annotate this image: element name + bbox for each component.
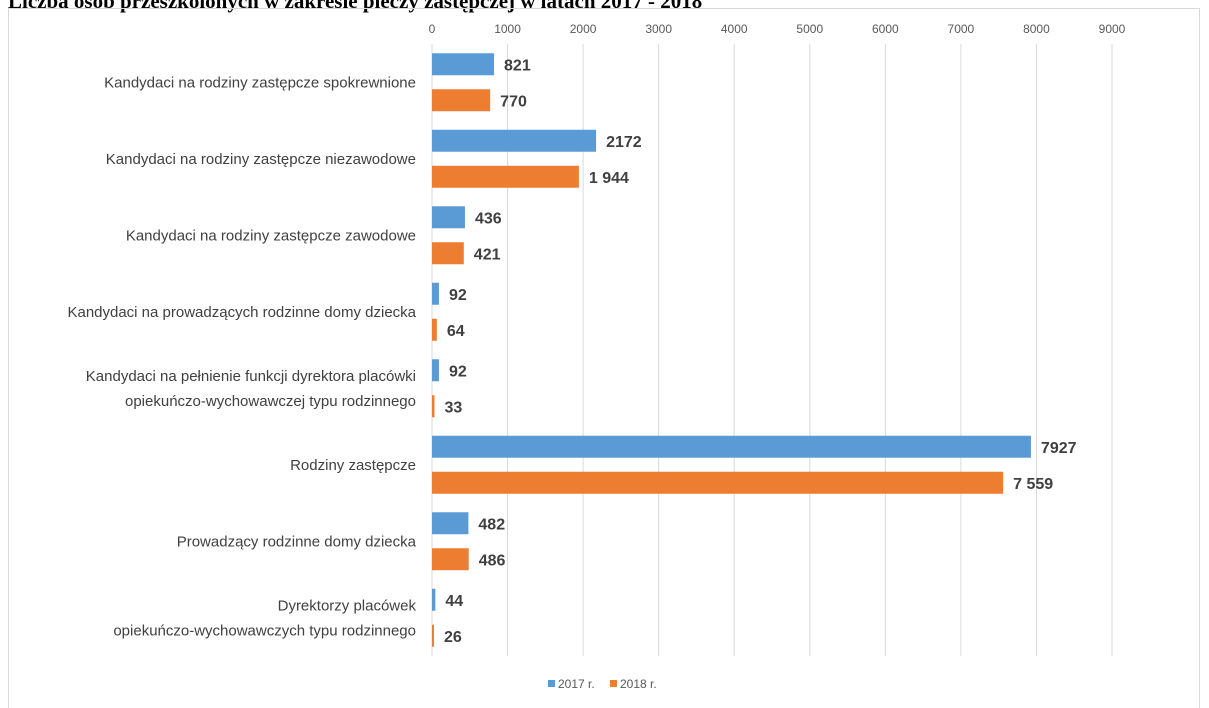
chart-frame — [8, 8, 1200, 708]
data-label: 7 559 — [1013, 476, 1053, 493]
x-tick-label: 5000 — [796, 22, 823, 36]
data-label: 486 — [479, 552, 506, 569]
category-label: Kandydaci na rodziny zastępcze zawodowe — [126, 227, 416, 244]
category-label: Rodziny zastępcze — [290, 457, 416, 474]
legend-swatch — [610, 680, 617, 687]
x-tick-label: 6000 — [872, 22, 899, 36]
x-tick-label: 1000 — [494, 22, 521, 36]
category-label: opiekuńczo-wychowawczych typu rodzinnego — [113, 622, 416, 639]
bar-2017 — [432, 206, 465, 229]
x-tick-label: 8000 — [1023, 22, 1050, 36]
data-label: 33 — [444, 399, 462, 416]
data-label: 436 — [475, 210, 502, 227]
data-label: 64 — [447, 323, 465, 340]
bar-2017 — [432, 53, 495, 76]
bar-2017 — [432, 282, 439, 305]
category-label: Kandydaci na prowadzących rodzinne domy … — [67, 304, 416, 321]
data-label: 26 — [444, 629, 462, 646]
bar-2017 — [432, 588, 436, 611]
data-label: 421 — [474, 246, 501, 263]
category-label: Prowadzący rodzinne domy dziecka — [177, 533, 417, 550]
bar-2017 — [432, 512, 469, 535]
category-label: opiekuńczo-wychowawczej typu rodzinnego — [125, 393, 416, 410]
legend-label: 2018 r. — [620, 677, 657, 691]
bar-2018 — [432, 624, 434, 647]
x-tick-label: 4000 — [721, 22, 748, 36]
data-label: 92 — [449, 287, 467, 304]
x-tick-label: 0 — [429, 22, 436, 36]
x-tick-label: 7000 — [948, 22, 975, 36]
bar-2017 — [432, 129, 597, 152]
data-label: 1 944 — [589, 170, 629, 187]
bar-2018 — [432, 548, 469, 571]
legend-swatch — [548, 680, 555, 687]
bar-2018 — [432, 471, 1004, 494]
data-label: 770 — [500, 93, 527, 110]
bar-2018 — [432, 165, 579, 188]
data-label: 821 — [504, 57, 531, 74]
bar-2017 — [432, 359, 439, 382]
bar-2017 — [432, 435, 1031, 458]
x-tick-label: 2000 — [570, 22, 597, 36]
data-label: 7927 — [1041, 440, 1077, 457]
category-label: Kandydaci na pełnienie funkcji dyrektora… — [86, 368, 416, 385]
x-tick-label: 3000 — [645, 22, 672, 36]
legend-label: 2017 r. — [558, 677, 595, 691]
bar-2018 — [432, 395, 435, 418]
category-label: Dyrektorzy placówek — [278, 597, 417, 614]
data-label: 44 — [445, 593, 463, 610]
data-label: 92 — [449, 363, 467, 380]
bar-2018 — [432, 89, 491, 112]
category-label: Kandydaci na rodziny zastępcze spokrewni… — [104, 74, 416, 91]
page-title: Liczba osób przeszkolonych w zakresie pi… — [8, 0, 703, 13]
data-label: 2172 — [606, 134, 642, 151]
category-label: Kandydaci na rodziny zastępcze niezawodo… — [106, 151, 416, 168]
x-tick-label: 9000 — [1099, 22, 1126, 36]
bar-2018 — [432, 318, 437, 341]
data-label: 482 — [478, 516, 505, 533]
bar-2018 — [432, 242, 464, 265]
